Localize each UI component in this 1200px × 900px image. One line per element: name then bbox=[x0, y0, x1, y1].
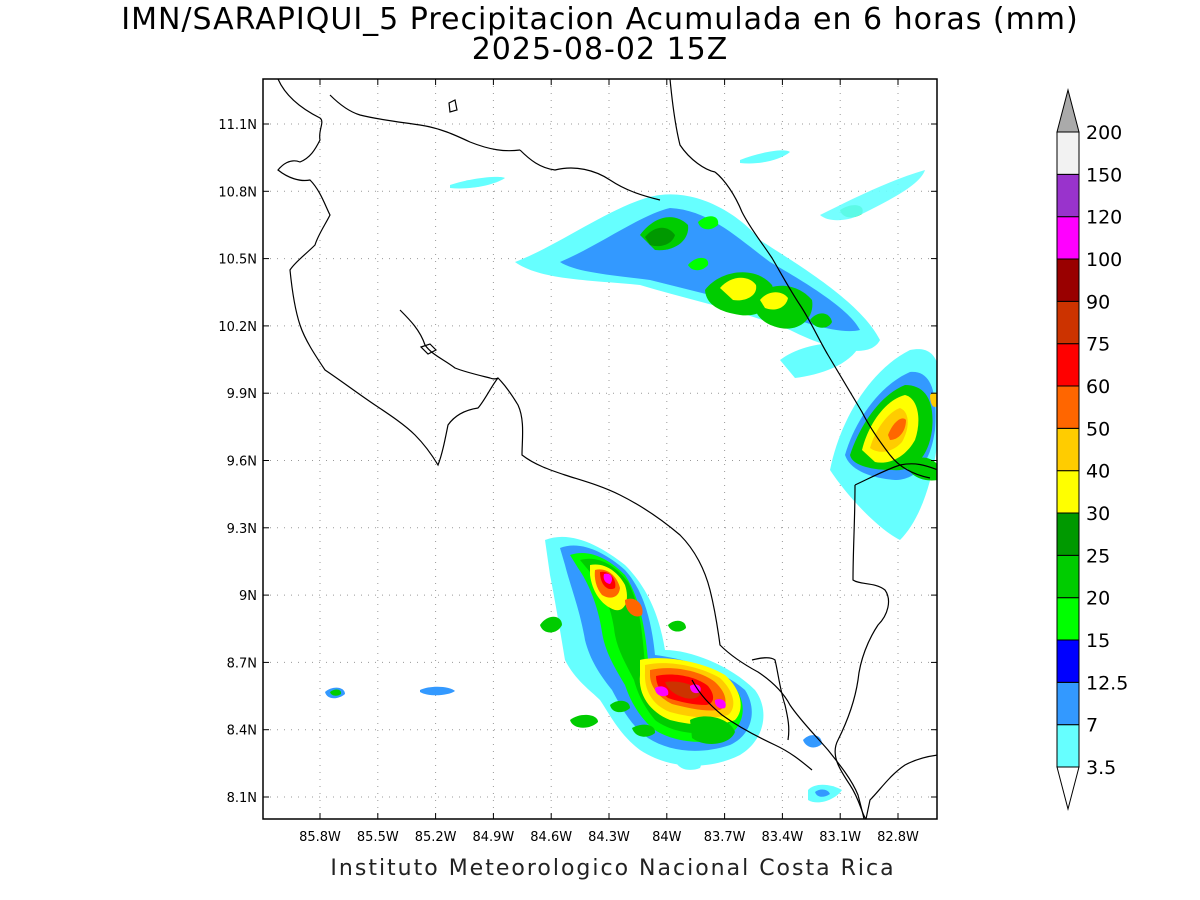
map-axes: 85.8W 85.5W 85.2W 84.9W 84.6W 84.3W 84W 83.7W 83… bbox=[218, 79, 937, 845]
lat-tick-label: 10.5N bbox=[218, 253, 257, 268]
lon-tick-label: 83.4W bbox=[761, 830, 803, 845]
colorbar-swatch bbox=[1056, 131, 1080, 175]
colorbar-label: 200 bbox=[1086, 122, 1122, 144]
lat-tick-label: 11.1N bbox=[218, 118, 257, 133]
lat-tick-label: 9.6N bbox=[227, 455, 257, 470]
colorbar-swatch bbox=[1056, 258, 1080, 302]
lon-tick-label: 85.5W bbox=[357, 830, 399, 845]
colorbar-swatch bbox=[1056, 173, 1080, 218]
colorbar-label: 60 bbox=[1086, 376, 1110, 398]
colorbar-swatch bbox=[1056, 681, 1080, 726]
colorbar-label: 15 bbox=[1086, 630, 1110, 652]
colorbar-label: 50 bbox=[1086, 418, 1110, 440]
lon-tick-label: 83.7W bbox=[704, 830, 746, 845]
colorbar-label: 3.5 bbox=[1086, 757, 1116, 779]
colorbar-label: 90 bbox=[1086, 291, 1110, 313]
colorbar-label: 120 bbox=[1086, 207, 1122, 229]
colorbar-label: 40 bbox=[1086, 461, 1110, 483]
map-title: IMN/SARAPIQUI_5 Precipitacion Acumulada … bbox=[121, 2, 1079, 37]
lat-tick-label: 9.3N bbox=[227, 522, 257, 537]
colorbar-label: 20 bbox=[1086, 588, 1110, 610]
colorbar-swatch bbox=[1056, 597, 1080, 641]
colorbar-label: 30 bbox=[1086, 503, 1110, 525]
colorbar-label: 150 bbox=[1086, 164, 1122, 186]
lon-tick-label: 82.8W bbox=[877, 830, 919, 845]
colorbar-label: 12.5 bbox=[1086, 672, 1128, 694]
lon-tick-label: 85.2W bbox=[415, 830, 457, 845]
credit-text: Instituto Meteorologico Nacional Costa R… bbox=[330, 856, 896, 881]
colorbar-swatch bbox=[1056, 385, 1080, 429]
lat-tick-label: 9.9N bbox=[227, 387, 257, 402]
colorbar-swatch bbox=[1056, 512, 1080, 556]
lat-tick-label: 10.2N bbox=[218, 320, 257, 335]
rain-band-north bbox=[450, 150, 925, 378]
colorbar-swatch bbox=[1056, 343, 1080, 387]
colorbar-swatch bbox=[1056, 470, 1080, 514]
lat-tick-label: 8.4N bbox=[227, 724, 257, 739]
lon-tick-label: 84.3W bbox=[588, 830, 630, 845]
lon-tick-label: 85.8W bbox=[299, 830, 341, 845]
lon-tick-label: 84.9W bbox=[472, 830, 514, 845]
colorbar-swatch bbox=[1056, 554, 1080, 599]
rain-cluster-south bbox=[325, 536, 842, 803]
colorbar-swatch bbox=[1056, 216, 1080, 260]
colorbar-over-triangle bbox=[1056, 88, 1080, 133]
lat-tick-label: 9N bbox=[239, 589, 257, 604]
map-valid-time: 2025-08-02 15Z bbox=[471, 32, 729, 67]
colorbar-label: 25 bbox=[1086, 545, 1110, 567]
colorbar-under-triangle bbox=[1056, 766, 1080, 811]
rain-cluster-east bbox=[830, 349, 937, 540]
colorbar-label: 75 bbox=[1086, 334, 1110, 356]
map-frame bbox=[262, 78, 938, 820]
lat-tick-label: 10.8N bbox=[218, 185, 257, 200]
colorbar-swatch bbox=[1056, 639, 1080, 683]
colorbar-swatch bbox=[1056, 724, 1080, 768]
lat-tick-label: 8.1N bbox=[227, 791, 257, 806]
coastline bbox=[277, 79, 937, 819]
colorbar: 3.5 7 12.5 15 20 25 30 40 50 60 75 90 100 120 150 200 bbox=[1056, 88, 1128, 811]
colorbar-label: 100 bbox=[1086, 249, 1122, 271]
colorbar-swatch bbox=[1056, 427, 1080, 472]
lon-tick-label: 84W bbox=[652, 830, 682, 845]
lon-tick-label: 84.6W bbox=[530, 830, 572, 845]
colorbar-swatch bbox=[1056, 300, 1080, 345]
colorbar-label: 7 bbox=[1086, 715, 1098, 737]
lat-tick-label: 8.7N bbox=[227, 656, 257, 671]
lon-tick-label: 83.1W bbox=[819, 830, 861, 845]
precipitation-field bbox=[325, 150, 937, 803]
